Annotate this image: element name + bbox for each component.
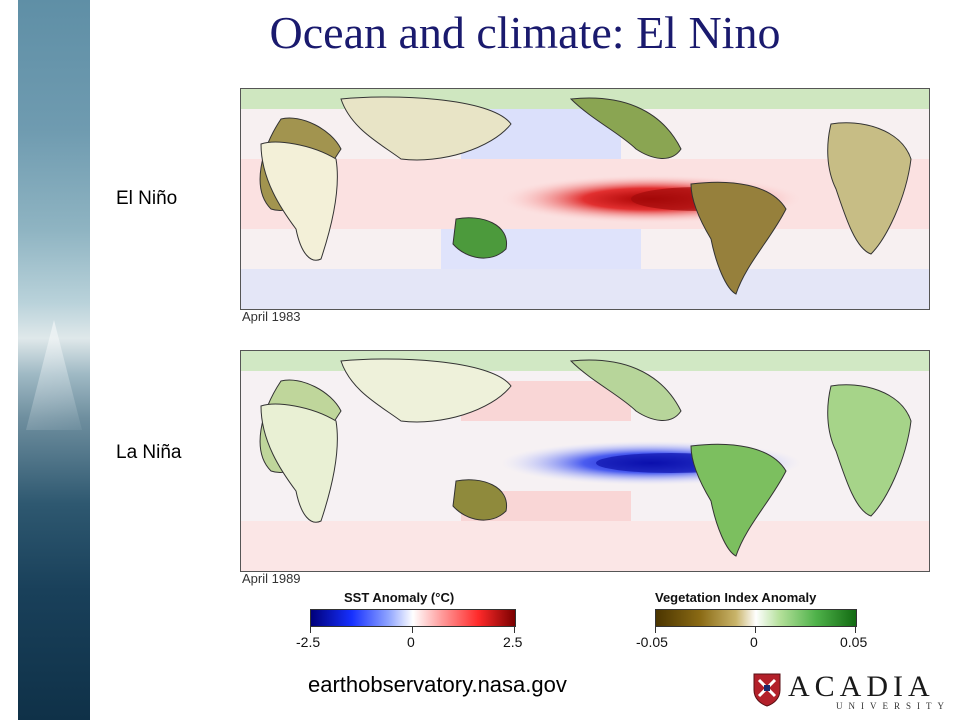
source-credit: earthobservatory.nasa.gov: [308, 672, 567, 697]
la-nina-map-graphic: [241, 351, 929, 571]
logo-subtext: UNIVERSITY: [836, 701, 950, 711]
la-nina-label: La Niña: [116, 442, 182, 463]
shield-icon: [753, 673, 781, 707]
el-nino-label: El Niño: [116, 188, 178, 209]
el-nino-map-graphic: [241, 89, 929, 309]
slide-title: Ocean and climate: El Nino: [269, 7, 781, 58]
sst-tick-label-zero: 0: [407, 634, 415, 650]
veg-tick-max: [855, 627, 856, 633]
logo-wordmark: ACADIA: [788, 670, 935, 703]
decorative-wave-strip: [18, 0, 90, 720]
sst-tick-min: [310, 627, 311, 633]
veg-tick-zero: [755, 627, 756, 633]
sst-tick-max: [514, 627, 515, 633]
la-nina-map: [240, 350, 930, 572]
vegetation-color-bar: [655, 609, 857, 627]
acadia-logo: ACADIA UNIVERSITY: [752, 670, 944, 712]
veg-tick-min: [655, 627, 656, 633]
vegetation-legend-title: Vegetation Index Anomaly: [655, 590, 817, 605]
veg-tick-label-max: 0.05: [840, 634, 868, 650]
sst-color-bar: [310, 609, 516, 627]
sst-tick-label-max: 2.5: [503, 634, 523, 650]
sst-tick-zero: [412, 627, 413, 633]
veg-tick-label-min: -0.05: [636, 634, 668, 650]
la-nina-date: April 1989: [242, 571, 301, 586]
el-nino-map: [240, 88, 930, 310]
el-nino-date: April 1983: [242, 309, 301, 324]
sst-tick-label-min: -2.5: [296, 634, 321, 650]
veg-tick-label-zero: 0: [750, 634, 758, 650]
sst-legend-title: SST Anomaly (°C): [344, 590, 455, 605]
